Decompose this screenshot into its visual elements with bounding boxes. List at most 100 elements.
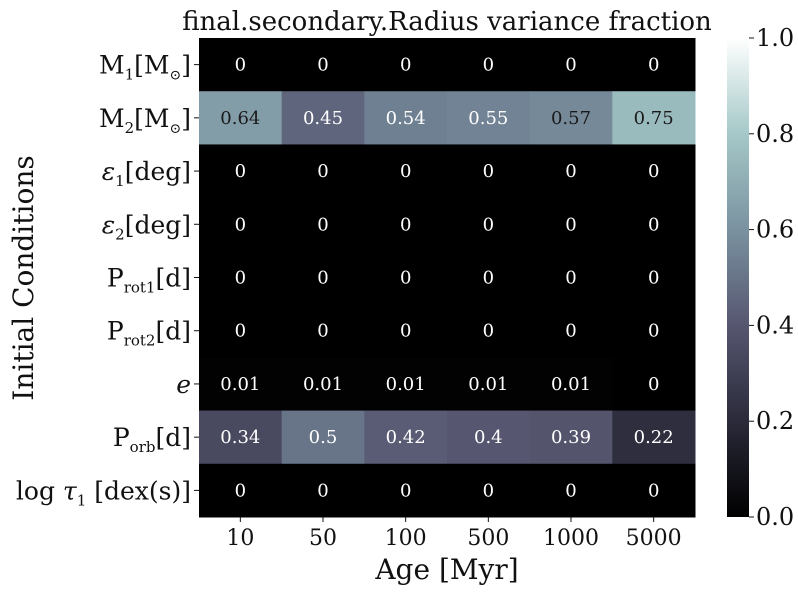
y-tick-label: e (176, 370, 191, 399)
heatmap-cell (447, 463, 531, 518)
heatmap-cell (612, 144, 696, 199)
heatmap-cell (529, 91, 613, 145)
cell-value-label: 0 (648, 268, 659, 289)
cell-value-label: 0.54 (386, 108, 426, 129)
heatmap-cell (199, 250, 283, 305)
cell-value-label: 0.55 (468, 108, 508, 129)
heatmap-cell (612, 357, 696, 412)
x-tick-label: 1000 (543, 526, 599, 551)
x-tick-label: 10 (226, 526, 254, 551)
cell-value-label: 0 (648, 161, 659, 182)
cell-value-label: 0 (483, 480, 494, 501)
y-tick-label: Porb[d] (113, 423, 191, 456)
cell-value-label: 0.42 (386, 427, 426, 448)
heatmap-cell (447, 304, 531, 358)
cell-value-label: 0 (235, 480, 246, 501)
y-tick-label: Prot2[d] (107, 317, 191, 350)
cell-value-label: 0 (648, 374, 659, 395)
cell-value-label: 0.01 (468, 374, 508, 395)
colorbar-tick-label: 1.0 (756, 24, 794, 52)
cell-value-label: 0.45 (303, 108, 343, 129)
colorbar-tick-label: 0.4 (756, 311, 794, 339)
y-tick-label: Prot1[d] (107, 264, 191, 297)
cell-value-label: 0 (565, 55, 576, 76)
cell-value-label: 0 (235, 161, 246, 182)
heatmap-cell (199, 463, 283, 518)
y-tick-label: ε2[deg] (102, 210, 191, 243)
cell-value-label: 0 (648, 214, 659, 235)
y-tick-label: ε1[deg] (102, 157, 191, 190)
x-tick-label: 50 (309, 526, 337, 551)
heatmap-cell-labels: 0 0 0 0 0 0 0.64 0.45 0.54 0.55 0.57 0.75 0 0 0 0 0 0 0 0 0 0… (220, 55, 673, 502)
colorbar-tick-label: 0.0 (756, 503, 794, 531)
heatmap-cell (281, 357, 365, 412)
heatmap-cell (447, 197, 531, 252)
cell-value-label: 0.75 (634, 108, 674, 129)
cell-value-label: 0 (483, 214, 494, 235)
chart-title: final.secondary.Radius variance fraction (182, 7, 712, 37)
heatmap-cell (281, 38, 365, 92)
heatmap-cell (612, 250, 696, 305)
cell-value-label: 0 (317, 268, 328, 289)
heatmap-cell (281, 410, 365, 465)
heatmap-cell (529, 197, 613, 252)
cell-value-label: 0 (648, 480, 659, 501)
heatmap-cell (612, 304, 696, 358)
heatmap-cell (447, 144, 531, 199)
x-tick-label: 100 (385, 526, 427, 551)
heatmap-cell (281, 91, 365, 145)
x-tick-label: 500 (467, 526, 509, 551)
heatmap-cell (447, 410, 531, 465)
cell-value-label: 0 (565, 480, 576, 501)
cell-value-label: 0.64 (220, 108, 260, 129)
heatmap-cell (364, 304, 448, 358)
y-tick-label: log τ1 [dex(s)] (16, 476, 191, 509)
heatmap-cell (529, 357, 613, 412)
cell-value-label: 0 (317, 161, 328, 182)
colorbar-tick-label: 0.2 (756, 407, 794, 435)
heatmap-cell (447, 357, 531, 412)
heatmap-cell (364, 197, 448, 252)
cell-value-label: 0 (235, 214, 246, 235)
y-axis-label: Initial Conditions (7, 155, 40, 400)
cell-value-label: 0.39 (551, 427, 591, 448)
cell-value-label: 0 (648, 321, 659, 342)
cell-value-label: 0 (483, 161, 494, 182)
heatmap-cell (199, 144, 283, 199)
cell-value-label: 0 (400, 321, 411, 342)
cell-value-label: 0.5 (309, 427, 338, 448)
heatmap-cell (529, 250, 613, 305)
heatmap-cell (364, 38, 448, 92)
cell-value-label: 0 (235, 268, 246, 289)
heatmap-cells (199, 38, 696, 518)
cell-value-label: 0 (565, 268, 576, 289)
heatmap-cell (529, 304, 613, 358)
cell-value-label: 0.34 (220, 427, 260, 448)
cell-value-label: 0 (483, 55, 494, 76)
heatmap-cell (199, 197, 283, 252)
colorbar: 0.0 0.2 0.4 0.6 0.8 1.0 (727, 24, 794, 531)
cell-value-label: 0.01 (386, 374, 426, 395)
heatmap-cell (281, 304, 365, 358)
cell-value-label: 0 (400, 268, 411, 289)
heatmap-cell (281, 144, 365, 199)
y-tick-label: M2[M⊙] (99, 104, 191, 137)
heatmap-cell (447, 38, 531, 92)
colorbar-tick-label: 0.6 (756, 216, 794, 244)
heatmap-cell (199, 410, 283, 465)
x-axis: 10 50 100 500 1000 5000 (226, 517, 682, 551)
cell-value-label: 0 (317, 214, 328, 235)
cell-value-label: 0 (317, 321, 328, 342)
heatmap-cell (199, 357, 283, 412)
cell-value-label: 0 (317, 480, 328, 501)
cell-value-label: 0 (483, 321, 494, 342)
heatmap-cell (447, 250, 531, 305)
cell-value-label: 0 (483, 268, 494, 289)
cell-value-label: 0 (317, 55, 328, 76)
heatmap-cell (529, 38, 613, 92)
heatmap-cell (364, 463, 448, 518)
heatmap-cell (447, 91, 531, 145)
cell-value-label: 0.4 (474, 427, 503, 448)
cell-value-label: 0 (400, 161, 411, 182)
heatmap-cell (364, 91, 448, 145)
